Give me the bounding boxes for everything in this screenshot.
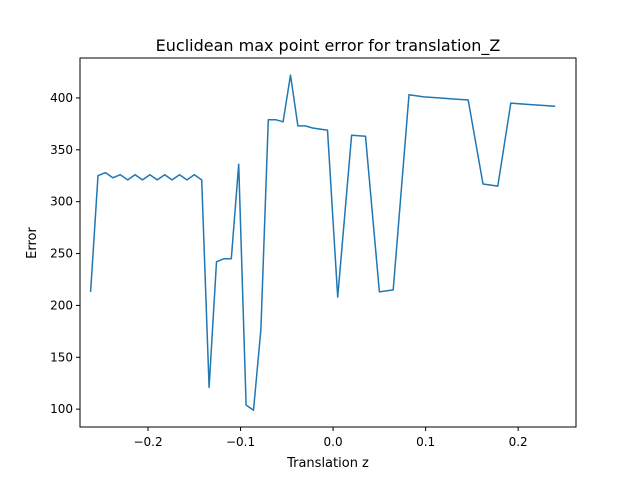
x-tick-label: −0.2 — [133, 435, 162, 449]
x-axis: −0.2 −0.1 0.0 0.1 0.2 — [133, 427, 528, 449]
y-tick-label: 350 — [50, 143, 73, 157]
x-tick-label: 0.0 — [324, 435, 343, 449]
x-tick-label: 0.1 — [416, 435, 435, 449]
y-tick-label: 150 — [50, 350, 73, 364]
x-tick-label: 0.2 — [509, 435, 528, 449]
x-axis-label: Translation z — [286, 456, 369, 471]
series-line — [89, 74, 556, 411]
chart-title: Euclidean max point error for translatio… — [156, 36, 501, 56]
y-axis: 100 150 200 250 300 350 400 — [50, 91, 80, 416]
y-tick-label: 300 — [50, 195, 73, 209]
y-tick-label: 100 — [50, 402, 73, 416]
y-tick-label: 200 — [50, 298, 73, 312]
y-tick-label: 250 — [50, 247, 73, 261]
y-tick-label: 400 — [50, 91, 73, 105]
x-tick-label: −0.1 — [226, 435, 255, 449]
y-axis-label: Error — [25, 227, 40, 259]
plot-frame — [79, 57, 577, 428]
